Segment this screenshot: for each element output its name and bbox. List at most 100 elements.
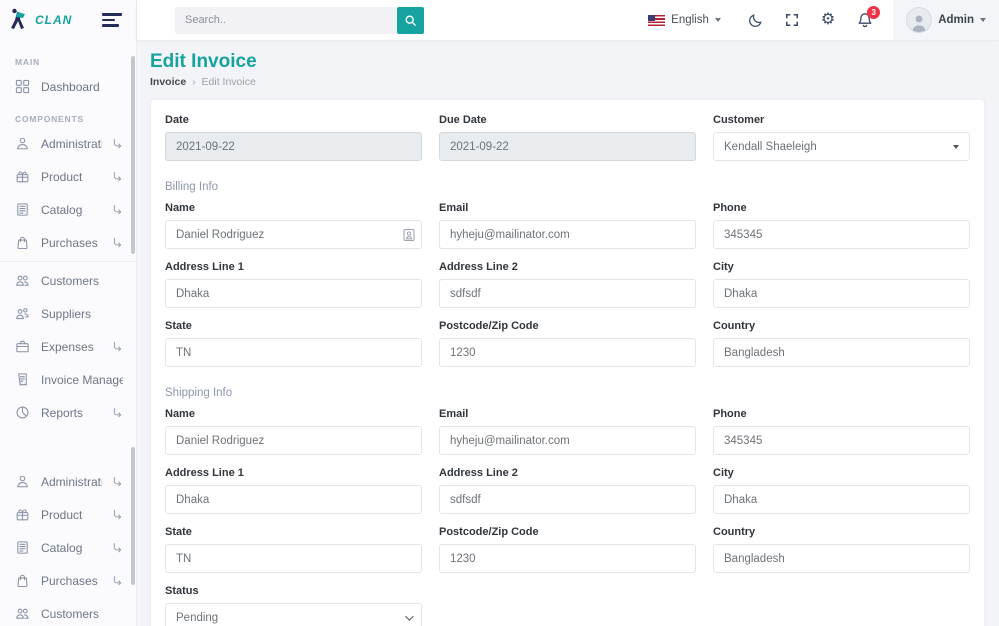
- sidebar-item-invoice-manage[interactable]: Invoice Manage: [0, 363, 136, 396]
- field-label: Date: [165, 114, 189, 126]
- submenu-arrow-icon: [112, 237, 123, 248]
- postcode-zip-code-input[interactable]: [439, 338, 696, 367]
- sidebar-item-suppliers[interactable]: Suppliers: [0, 297, 136, 330]
- field-label: Address Line 2: [439, 261, 518, 273]
- fullscreen-icon: [785, 14, 798, 26]
- customer-select[interactable]: Kendall Shaeleigh: [713, 132, 970, 161]
- sidebar-item-purchases[interactable]: Purchases: [0, 226, 136, 259]
- address-line-2-input[interactable]: [439, 279, 696, 308]
- form-field-address-line-2: Address Line 2: [439, 467, 696, 514]
- due-date-input[interactable]: [439, 132, 696, 161]
- sidebar-item-customers[interactable]: Customers: [0, 264, 136, 297]
- form-field-state: State: [165, 320, 422, 367]
- sidebar-item-label: Invoice Manage: [41, 372, 123, 387]
- catalog-icon: [15, 202, 31, 218]
- user-menu[interactable]: Admin: [893, 0, 999, 40]
- city-input[interactable]: [713, 485, 970, 514]
- search-button[interactable]: [397, 6, 424, 34]
- sidebar-scrollbar-thumb[interactable]: [131, 447, 135, 585]
- sidebar-scrollbar-thumb[interactable]: [131, 56, 135, 254]
- phone-input[interactable]: [713, 220, 970, 249]
- purchases-icon: [15, 235, 31, 251]
- fullscreen-button[interactable]: [785, 13, 799, 27]
- sidebar-item-dashboard[interactable]: Dashboard: [0, 70, 136, 103]
- sidebar-item-label: Administration: [41, 136, 102, 151]
- sidebar-item-catalog[interactable]: Catalog: [0, 193, 136, 226]
- catalog-icon: [15, 540, 31, 556]
- name-input[interactable]: [165, 220, 422, 249]
- form-field-city: City: [713, 261, 970, 308]
- form-field-postcode-zip-code: Postcode/Zip Code: [439, 320, 696, 367]
- address-sections: Billing Info Name Email Phone Address Line 1…: [165, 181, 970, 585]
- gear-icon: ⚙: [820, 11, 836, 28]
- language-selector[interactable]: English: [648, 14, 721, 26]
- form-field-country: Country: [713, 526, 970, 573]
- search-icon: [405, 15, 416, 26]
- submenu-arrow-icon: [112, 138, 123, 149]
- sidebar-item-purchases[interactable]: Purchases: [0, 564, 136, 597]
- sidebar-item-reports[interactable]: Reports: [0, 396, 136, 429]
- form-field-due-date: Due Date: [439, 114, 696, 161]
- product-icon: [15, 507, 31, 523]
- sidebar-item-label: Suppliers: [41, 306, 92, 321]
- country-input[interactable]: [713, 338, 970, 367]
- sidebar-item-product[interactable]: Product: [0, 498, 136, 531]
- form-field-customer: Customer Kendall Shaeleigh: [713, 114, 970, 161]
- section-title-billing-info: Billing Info: [165, 181, 219, 193]
- address-line-2-input[interactable]: [439, 485, 696, 514]
- form-field-address-line-2: Address Line 2: [439, 261, 696, 308]
- sidebar-item-product[interactable]: Product: [0, 160, 136, 193]
- sidebar-item-customers[interactable]: Customers: [0, 597, 136, 626]
- address-line-1-input[interactable]: [165, 485, 422, 514]
- invoice-icon: [15, 372, 31, 388]
- expenses-icon: [15, 339, 31, 355]
- state-input[interactable]: [165, 338, 422, 367]
- postcode-zip-code-input[interactable]: [439, 544, 696, 573]
- settings-button[interactable]: ⚙: [821, 12, 835, 28]
- submenu-arrow-icon: [112, 542, 123, 553]
- submenu-arrow-icon: [112, 476, 123, 487]
- sidebar-item-expenses[interactable]: Expenses: [0, 330, 136, 363]
- submenu-arrow-icon: [112, 204, 123, 215]
- field-label: Address Line 1: [165, 467, 244, 479]
- sidebar-item-administration[interactable]: Administration: [0, 465, 136, 498]
- state-input[interactable]: [165, 544, 422, 573]
- breadcrumb-item-current: Edit Invoice: [201, 76, 256, 88]
- moon-icon: [749, 13, 762, 27]
- top-header: English ⚙: [137, 0, 999, 40]
- form-field-postcode-zip-code: Postcode/Zip Code: [439, 526, 696, 573]
- country-input[interactable]: [713, 544, 970, 573]
- customers-icon: [15, 273, 31, 289]
- search-input[interactable]: [175, 6, 397, 34]
- notifications-button[interactable]: 3: [857, 6, 881, 28]
- chevron-down-icon: [405, 611, 414, 621]
- language-label: English: [671, 14, 709, 26]
- address-line-1-input[interactable]: [165, 279, 422, 308]
- sidebar-item-administration[interactable]: Administration: [0, 127, 136, 160]
- field-label: Phone: [713, 202, 747, 214]
- sidebar-item-label: Purchases: [41, 235, 98, 250]
- field-label: City: [713, 467, 734, 479]
- date-input[interactable]: [165, 132, 422, 161]
- search-bar: [175, 6, 424, 34]
- name-input[interactable]: [165, 426, 422, 455]
- notification-badge: 3: [867, 6, 881, 19]
- sidebar-item-catalog[interactable]: Catalog: [0, 531, 136, 564]
- email-input[interactable]: [439, 426, 696, 455]
- sidebar-item-label: Product: [41, 507, 83, 522]
- breadcrumb-item[interactable]: Invoice: [150, 76, 187, 88]
- form-field-city: City: [713, 467, 970, 514]
- submenu-arrow-icon: [112, 575, 123, 586]
- phone-input[interactable]: [713, 426, 970, 455]
- menu-toggle-icon[interactable]: [102, 13, 124, 27]
- brand-logo[interactable]: CLAN: [8, 8, 72, 32]
- form-field-state: State: [165, 526, 422, 573]
- sidebar-item-label: Reports: [41, 405, 84, 420]
- city-input[interactable]: [713, 279, 970, 308]
- dark-mode-button[interactable]: [748, 13, 763, 28]
- field-label: Customer: [713, 114, 765, 126]
- email-input[interactable]: [439, 220, 696, 249]
- customers-icon: [15, 606, 31, 622]
- status-select[interactable]: Pending: [165, 603, 422, 626]
